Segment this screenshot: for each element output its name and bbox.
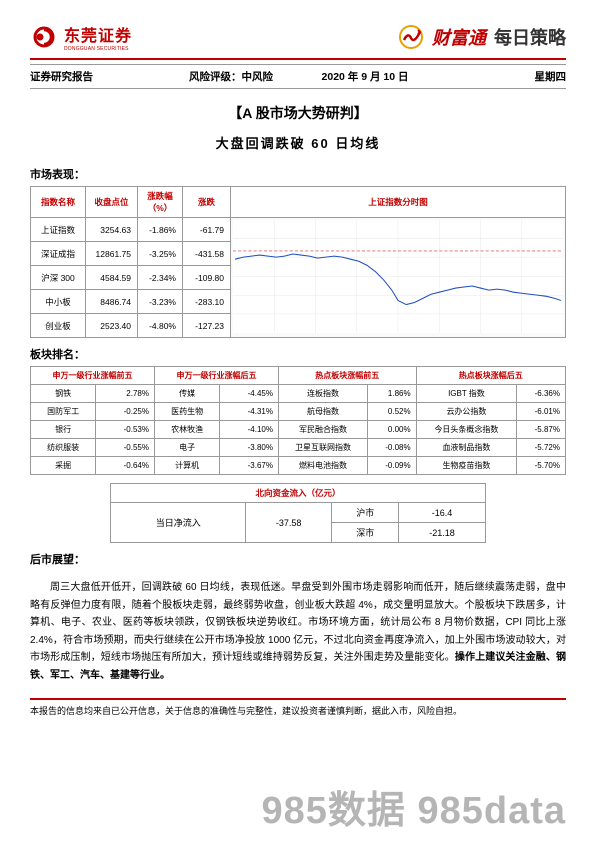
intraday-chart — [231, 218, 566, 338]
brand-icon — [398, 24, 424, 50]
sector-table: 申万一级行业涨幅前五 申万一级行业涨幅后五 热点板块涨幅前五 热点板块涨幅后五 … — [30, 366, 566, 475]
company-name-en: DONGGUAN SECURITIES — [64, 46, 132, 52]
weekday: 星期四 — [432, 69, 566, 84]
shen-label: 深市 — [332, 523, 399, 543]
flow-label: 当日净流入 — [111, 503, 246, 543]
brand-block: 财富通 每日策略 — [398, 24, 566, 50]
main-title: 【A 股市场大势研判】 — [30, 103, 566, 123]
watermark: 985数据 985data — [262, 779, 567, 834]
slogan: 每日策略 — [494, 24, 566, 50]
th-close: 收盘点位 — [86, 187, 138, 218]
hu-label: 沪市 — [332, 503, 399, 523]
th-index-name: 指数名称 — [31, 187, 86, 218]
flow-total: -37.58 — [246, 503, 332, 543]
shen-val: -21.18 — [399, 523, 485, 543]
disclaimer: 本报告的信息均来自已公开信息，关于信息的准确性与完整性，建议投资者谨慎判断，据此… — [30, 698, 566, 719]
outlook-text: 周三大盘低开低开，回调跌破 60 日均线，表现低迷。早盘受到外围市场走弱影响而低… — [30, 579, 566, 684]
header: 东莞证券 DONGGUAN SECURITIES 财富通 每日策略 — [30, 22, 566, 60]
company-logo: 东莞证券 DONGGUAN SECURITIES — [30, 22, 132, 52]
northbound-table: 北向资金流入（亿元） 当日净流入 -37.58 沪市 -16.4 深市 -21.… — [110, 483, 485, 543]
section-market: 市场表现： — [30, 166, 566, 182]
table-row: 钢铁2.78% 传媒-4.45% 连板指数1.86% IGBT 指数-6.36% — [31, 385, 566, 403]
logo-icon — [30, 23, 58, 51]
hu-val: -16.4 — [399, 503, 485, 523]
sector-group-3: 热点板块涨幅前五 — [278, 367, 416, 385]
company-name-cn: 东莞证券 — [64, 22, 132, 46]
table-row: 国防军工-0.25% 医药生物-4.31% 航母指数0.52% 云办公指数-6.… — [31, 403, 566, 421]
table-row: 上证指数 3254.63 -1.86% -61.79 — [31, 218, 566, 242]
table-row: 纺织服装-0.55% 电子-3.80% 卫星互联网指数-0.08% 血液制品指数… — [31, 439, 566, 457]
th-chart: 上证指数分时图 — [231, 187, 566, 218]
report-date: 2020 年 9 月 10 日 — [298, 69, 432, 84]
sector-group-4: 热点板块涨幅后五 — [416, 367, 565, 385]
sector-group-2: 申万一级行业涨幅后五 — [154, 367, 278, 385]
section-sector: 板块排名： — [30, 346, 566, 362]
section-outlook: 后市展望： — [30, 551, 566, 567]
sector-group-1: 申万一级行业涨幅前五 — [31, 367, 155, 385]
subtitle: 大盘回调跌破 60 日均线 — [30, 133, 566, 152]
risk-level: 风险评级：中风险 — [164, 69, 298, 84]
report-type: 证券研究报告 — [30, 69, 164, 84]
market-table: 指数名称 收盘点位 涨跌幅（%） 涨跌 上证指数分时图 上证指数 3254.63… — [30, 186, 566, 338]
flow-title: 北向资金流入（亿元） — [111, 484, 485, 503]
sub-header: 证券研究报告 风险评级：中风险 2020 年 9 月 10 日 星期四 — [30, 64, 566, 89]
th-pct: 涨跌幅（%） — [138, 187, 183, 218]
table-row: 银行-0.53% 农林牧渔-4.10% 军民融合指数0.00% 今日头条概念指数… — [31, 421, 566, 439]
table-row: 采掘-0.64% 计算机-3.67% 燃料电池指数-0.09% 生物疫苗指数-5… — [31, 457, 566, 475]
th-chg: 涨跌 — [183, 187, 231, 218]
brand-name: 财富通 — [432, 24, 486, 50]
